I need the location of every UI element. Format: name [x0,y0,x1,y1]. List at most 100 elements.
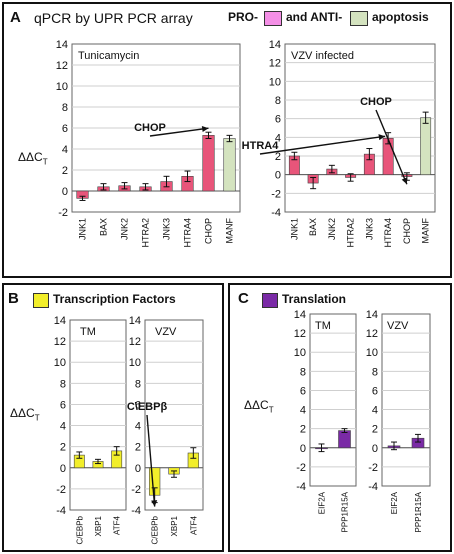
x-tick-label: CHOP [402,218,412,244]
annotation-arrowhead [201,126,209,133]
panel-a [2,2,452,278]
y-tick-label: 4 [372,405,378,417]
x-tick-label: C/EBPb [151,515,160,544]
plot-area [381,313,431,487]
x-tick-label: HTRA2 [346,218,356,248]
x-tick-label: CHOP [204,218,214,244]
y-tick-label: 0 [372,443,378,455]
y-tick-label: 10 [366,347,378,359]
y-tick-label: -2 [56,484,66,496]
legend-pro-label: PRO- [228,10,258,24]
y-tick-label: 6 [372,385,378,397]
y-tick-label: 14 [366,309,378,321]
y-tick-label: -2 [368,462,378,474]
y-tick-label: 8 [62,102,68,114]
y-tick-label: 0 [135,463,141,475]
x-tick-label: XBP1 [170,515,179,536]
x-tick-label: PPP1R15A [341,491,350,532]
annotation-arrow [146,414,156,507]
y-tick-label: 14 [294,309,306,321]
y-tick-label: 4 [62,144,68,156]
annotation-arrow [259,135,386,155]
y-tick-label: 8 [300,366,306,378]
y-tick-label: 4 [135,421,141,433]
chart-vzv_upr: -4 -2 0 2 4 6 8 10 12 14 VZV infected JNK1 BAX JNK2 HT… [242,39,436,248]
y-tick-label: 2 [60,442,66,454]
annotation-arrowhead [151,500,158,507]
x-tick-label: HTRA4 [383,218,393,248]
chart-title: VZV [387,320,409,332]
y-tick-label: 0 [275,170,281,182]
x-tick-label: ATF4 [189,515,198,535]
chart-vzv_tl: -4 -2 0 2 4 6 8 10 12 14 VZV EIF2A PPP1R15A [366,309,431,532]
plot-area [284,43,436,213]
x-tick-label: HTRA4 [183,218,193,248]
y-tick-label: 14 [269,39,281,51]
y-tick-label: 4 [275,132,281,144]
y-tick-label: 0 [300,443,306,455]
x-tick-label: BAX [99,218,109,236]
x-tick-label: EIF2A [390,491,399,514]
panel-b-letter: B [8,290,19,307]
chart-tm_tf: -4 -2 0 2 4 6 8 10 12 14 TM C/EBPb XBP1 ATF4 [54,315,127,544]
y-tick-label: 0 [62,186,68,198]
annotation-label: CHOP [134,122,166,134]
bar-ppp1r15a [338,430,351,449]
y-tick-label: -2 [131,484,141,496]
x-tick-label: C/EBPb [75,515,84,544]
x-tick-label: JNK1 [78,218,88,240]
y-tick-label: 10 [129,357,141,369]
x-tick-label: JNK1 [289,218,299,240]
annotation-label: HTRA4 [242,140,280,152]
y-tick-label: 2 [275,151,281,163]
legend-pro-swatch [264,11,282,26]
y-tick-label: 10 [56,81,68,93]
y-tick-label: 2 [372,424,378,436]
y-tick-label: -4 [131,505,141,517]
y-tick-label: 4 [60,421,66,433]
chart-title: TM [315,320,331,332]
panel-b-legend: Transcription Factors [53,292,176,306]
panel-a-title: qPCR by UPR PCR array [34,10,193,26]
y-tick-label: 6 [275,114,281,126]
panel-b [2,283,224,552]
legend-apoptosis-label: apoptosis [372,10,429,24]
annotation-arrow [149,127,209,137]
chart-vzv_tf: -4 -2 0 2 4 6 8 10 12 14 VZV C/EBPb XBP1 ATF4 C\EBPβ [127,315,204,544]
chart-tunicamycin: -2 0 2 4 6 8 10 12 14 Tunicamycin JNK1 BAX JNK2 HTRA2… [56,39,241,248]
annotation-arrowhead [378,134,386,141]
y-tick-label: -4 [56,505,66,517]
panel-c-letter: C [238,290,249,307]
y-tick-label: -2 [271,188,281,200]
x-tick-label: JNK3 [162,218,172,240]
y-tick-label: -2 [58,207,68,219]
y-tick-label: 8 [275,95,281,107]
annotation-label: CHOP [360,96,392,108]
bar-manf [223,138,236,192]
y-tick-label: 12 [129,336,141,348]
y-tick-label: 14 [54,315,66,327]
y-tick-label: 2 [62,165,68,177]
x-tick-label: HTRA2 [141,218,151,248]
panel-b-ylabel: ΔΔCT [10,406,40,423]
y-tick-label: 6 [300,385,306,397]
y-tick-label: 10 [269,76,281,88]
y-tick-label: 12 [269,58,281,70]
y-tick-label: 6 [60,399,66,411]
legend-tf-swatch [33,293,49,308]
x-tick-label: EIF2A [318,491,327,514]
chart-title: VZV [155,326,177,338]
annotation-arrowhead [401,177,408,185]
panel-c-legend: Translation [282,292,347,306]
y-tick-label: 2 [300,424,306,436]
y-tick-label: -4 [296,481,306,493]
x-tick-label: JNK3 [364,218,374,240]
y-tick-label: 12 [56,60,68,72]
chart-title: TM [80,326,96,338]
y-tick-label: 4 [300,405,306,417]
y-tick-label: 6 [135,399,141,411]
legend-anti-swatch [350,11,368,26]
annotation-arrow [375,109,408,185]
y-tick-label: 10 [54,357,66,369]
chart-tm_tl: -4 -2 0 2 4 6 8 10 12 14 TM EIF2A PPP1R15A [294,309,357,532]
